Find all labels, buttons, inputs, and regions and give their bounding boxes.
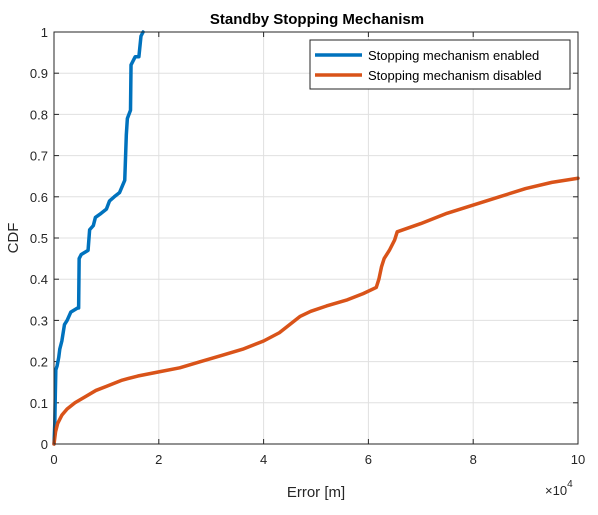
x-tick-label: 0	[50, 452, 57, 467]
y-tick-label: 0.3	[30, 313, 48, 328]
chart-title: Standby Stopping Mechanism	[210, 11, 424, 28]
x-multiplier-exponent: 4	[567, 479, 573, 490]
x-tick-label: 2	[155, 452, 162, 467]
y-tick-label: 0.7	[30, 149, 48, 164]
legend-label-disabled: Stopping mechanism disabled	[368, 68, 541, 83]
y-tick-label: 0.9	[30, 66, 48, 81]
series-line-1	[52, 176, 580, 446]
x-tick-label: 6	[365, 452, 372, 467]
legend-label-enabled: Stopping mechanism enabled	[368, 48, 539, 63]
y-tick-label: 0.5	[30, 231, 48, 246]
series-lines	[52, 30, 580, 446]
x-multiplier-base: ×10	[545, 483, 567, 498]
legend: Stopping mechanism enabled Stopping mech…	[309, 39, 571, 90]
x-axis-label: Error [m]	[287, 484, 345, 501]
y-tick-label: 0	[41, 437, 48, 452]
y-tick-label: 0.4	[30, 272, 48, 287]
y-axis-ticks: 0 0.1 0.2 0.3 0.4 0.5 0.6 0.7 0.8 0.9 1	[30, 25, 578, 452]
legend-box	[309, 39, 571, 90]
y-tick-label: 0.1	[30, 396, 48, 411]
y-tick-label: 1	[41, 25, 48, 40]
x-tick-label: 4	[260, 452, 267, 467]
y-axis-label: CDF	[5, 223, 22, 254]
x-axis-multiplier: ×104	[545, 479, 573, 498]
y-tick-label: 0.2	[30, 355, 48, 370]
y-tick-label: 0.8	[30, 107, 48, 122]
series-line-0	[52, 30, 145, 446]
x-tick-label: 8	[470, 452, 477, 467]
x-tick-label: 10	[571, 452, 585, 467]
x-axis-ticks: 0 2 4 6 8 10	[50, 32, 585, 467]
plot-frame	[53, 31, 579, 445]
y-tick-label: 0.6	[30, 190, 48, 205]
